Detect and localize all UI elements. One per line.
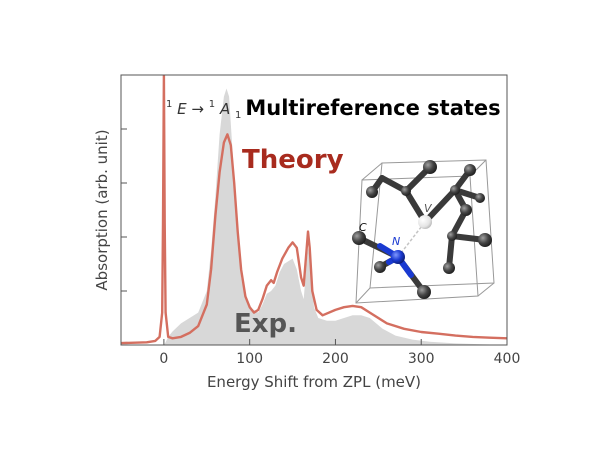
y-axis-ticks: [121, 128, 127, 292]
carbon-atom: [464, 164, 476, 176]
transition-a: A: [219, 100, 230, 118]
transition-e: E: [177, 100, 187, 118]
x-tick-label: 400: [494, 351, 521, 367]
carbon-atom: [460, 204, 472, 216]
transition-label: 1 E → 1 A 1: [166, 93, 241, 121]
carbon-atom: [401, 186, 411, 196]
carbon-atom: [366, 186, 378, 198]
transition-sup-1: 1: [166, 99, 172, 110]
x-axis-ticks: [163, 339, 508, 345]
carbon-atom: [374, 261, 386, 273]
vacancy-site: [418, 215, 432, 229]
transition-sup-2: 1: [209, 99, 215, 110]
x-axis-label: Energy Shift from ZPL (meV): [207, 373, 421, 391]
carbon-atoms: [352, 160, 492, 299]
carbon-atom: [443, 262, 455, 274]
experimental-spectrum-area: [121, 88, 507, 345]
carbon-atom: [352, 231, 366, 245]
chart-title: Multireference states: [245, 96, 500, 120]
carbon-atom: [475, 193, 485, 203]
carbon-atom: [417, 285, 431, 299]
carbon-atom: [450, 185, 460, 195]
x-tick-label: 300: [408, 351, 435, 367]
exp-label: Exp.: [234, 309, 297, 339]
x-tick-label: 200: [322, 351, 349, 367]
theory-spectrum-line: [121, 75, 507, 345]
plot-series: [121, 75, 507, 345]
x-axis-tick-labels: 0 100 200 300 400: [159, 351, 520, 367]
carbon-label: C: [359, 221, 367, 234]
crystal-structure-inset: C N V: [352, 159, 495, 304]
nitrogen-label: N: [392, 235, 400, 248]
carbon-atom: [447, 231, 457, 241]
carbon-atom: [423, 160, 437, 174]
y-axis-label: Absorption (arb. unit): [93, 129, 111, 290]
vacancy-link: [397, 221, 426, 258]
plot-frame: [120, 74, 508, 346]
x-tick-label: 0: [159, 351, 168, 367]
transition-sub-1: 1: [235, 110, 241, 121]
theory-label: Theory: [242, 145, 344, 175]
lattice-bonds: [356, 164, 488, 295]
vacancy-label: V: [424, 202, 433, 215]
x-tick-label: 100: [236, 351, 263, 367]
carbon-atom: [478, 233, 492, 247]
nitrogen-atom: [391, 250, 405, 264]
transition-arrow: →: [191, 100, 204, 118]
